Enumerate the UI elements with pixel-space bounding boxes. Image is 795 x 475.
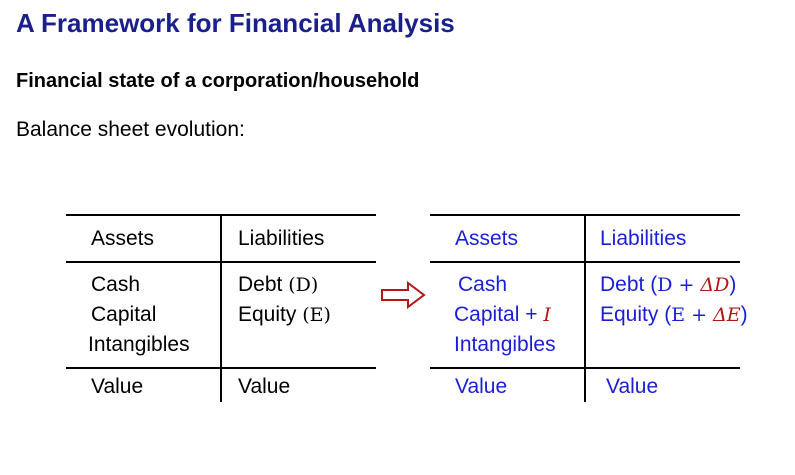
liabilities-value: Value bbox=[238, 375, 291, 398]
debt-label: Debt bbox=[238, 273, 283, 296]
equity-delta: ΔE bbox=[713, 304, 741, 326]
slide-subtitle: Financial state of a corporation/househo… bbox=[16, 70, 420, 92]
assets-list: Cash Capital Intangibles bbox=[88, 270, 190, 360]
asset-intangibles: Intangibles bbox=[454, 333, 556, 356]
liabilities-header: Liabilities bbox=[600, 227, 687, 250]
liability-equity: Equity (E) bbox=[238, 300, 331, 330]
equity-label: Equity ( bbox=[600, 303, 672, 326]
balance-sheet-before: Assets Liabilities Cash Capital Intangib… bbox=[66, 214, 376, 404]
debt-symbol: (D) bbox=[288, 274, 319, 296]
equity-symbol: (E) bbox=[302, 304, 331, 326]
assets-header: Assets bbox=[91, 227, 155, 250]
equity-label: Equity bbox=[238, 303, 297, 326]
liabilities-header: Liabilities bbox=[238, 227, 325, 250]
asset-cash: Cash bbox=[458, 273, 508, 296]
capital-label: Capital + bbox=[454, 303, 544, 326]
intro-text: Balance sheet evolution: bbox=[16, 118, 245, 141]
slide-title: A Framework for Financial Analysis bbox=[16, 8, 455, 38]
liabilities-list: Debt (D + ΔD) Equity (E + ΔE) bbox=[600, 270, 748, 330]
debt-delta: ΔD bbox=[700, 274, 730, 296]
asset-capital: Capital bbox=[91, 303, 157, 326]
assets-list: Cash Capital + I Intangibles bbox=[454, 270, 556, 360]
debt-close: ) bbox=[729, 273, 737, 296]
investment-symbol: I bbox=[543, 304, 551, 326]
debt-base: D + bbox=[657, 274, 701, 296]
asset-intangibles: Intangibles bbox=[88, 333, 190, 356]
equity-close: ) bbox=[740, 303, 748, 326]
right-arrow-icon bbox=[380, 280, 426, 315]
column-divider bbox=[220, 214, 222, 402]
assets-header: Assets bbox=[455, 227, 519, 250]
balance-sheet-after: Assets Liabilities Cash Capital + I Inta… bbox=[430, 214, 748, 404]
liability-debt: Debt (D) bbox=[238, 270, 331, 300]
assets-value: Value bbox=[455, 375, 508, 398]
debt-label: Debt ( bbox=[600, 273, 658, 296]
liabilities-list: Debt (D) Equity (E) bbox=[238, 270, 331, 330]
liability-equity: Equity (E + ΔE) bbox=[600, 300, 748, 330]
asset-capital: Capital + I bbox=[454, 300, 556, 330]
assets-value: Value bbox=[91, 375, 144, 398]
liabilities-value: Value bbox=[606, 375, 659, 398]
liability-debt: Debt (D + ΔD) bbox=[600, 270, 748, 300]
asset-cash: Cash bbox=[91, 273, 141, 296]
equity-base: E + bbox=[671, 304, 714, 326]
column-divider bbox=[584, 214, 586, 402]
